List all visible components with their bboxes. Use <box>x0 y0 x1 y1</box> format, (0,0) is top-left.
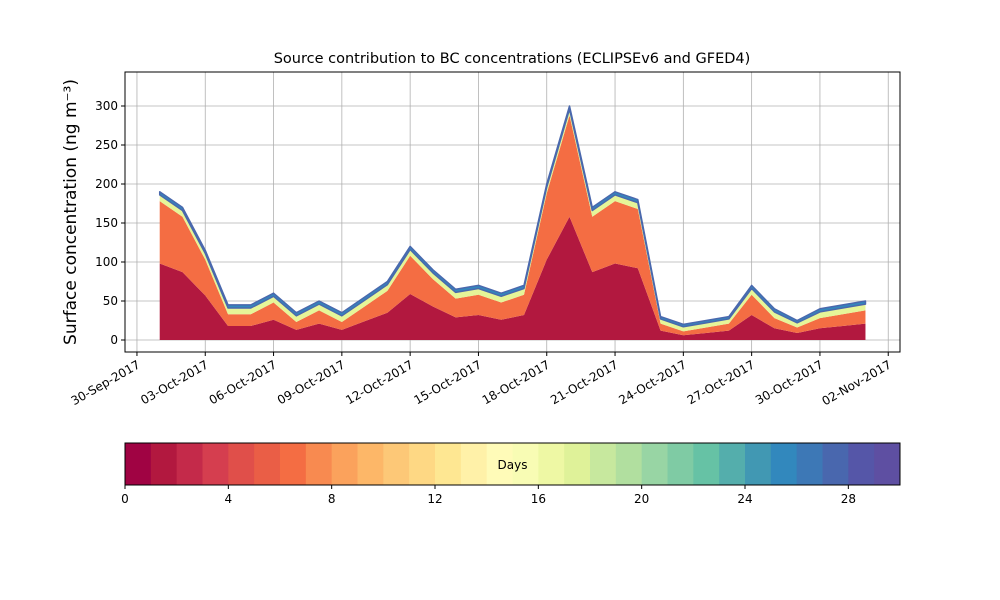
colorbar-cell <box>874 443 901 485</box>
x-tick-label: 27-Oct-2017 <box>685 357 757 407</box>
colorbar-cell <box>667 443 694 485</box>
colorbar-cell <box>822 443 849 485</box>
colorbar-cell <box>125 443 152 485</box>
y-tick-label: 50 <box>103 294 118 308</box>
colorbar-cell <box>357 443 384 485</box>
colorbar-tick-label: 24 <box>737 492 752 506</box>
colorbar-cell <box>615 443 643 485</box>
colorbar-cell <box>280 443 307 485</box>
area-layer <box>159 109 866 332</box>
colorbar-tick-label: 12 <box>427 492 442 506</box>
colorbar-cell <box>538 443 565 485</box>
colorbar-cell <box>228 443 255 485</box>
colorbar-cell <box>693 443 720 485</box>
y-tick-label: 100 <box>95 255 118 269</box>
y-tick-label: 200 <box>95 177 118 191</box>
colorbar-cell <box>331 443 358 485</box>
y-axis-label: Surface concentration (ng m⁻³) <box>61 79 81 345</box>
y-tick-label: 250 <box>95 138 118 152</box>
colorbar-cell <box>305 443 333 485</box>
x-tick-label: 24-Oct-2017 <box>616 357 688 407</box>
colorbar-cell <box>564 443 591 485</box>
colorbar-tick-label: 4 <box>225 492 233 506</box>
colorbar-cell <box>202 443 229 485</box>
colorbar-cell <box>254 443 281 485</box>
colorbar-cell <box>770 443 798 485</box>
colorbar-cell <box>409 443 436 485</box>
x-tick-label: 06-Oct-2017 <box>207 357 279 407</box>
x-tick-label: 30-Oct-2017 <box>753 357 825 407</box>
area-layer <box>159 216 866 340</box>
chart-title: Source contribution to BC concentrations… <box>274 51 751 67</box>
colorbar-cell <box>512 443 539 485</box>
area-layer <box>158 105 867 328</box>
x-tick-label: 15-Oct-2017 <box>412 357 484 407</box>
x-tick-label: 21-Oct-2017 <box>548 357 620 407</box>
colorbar-cell <box>641 443 668 485</box>
colorbar-tick-label: 16 <box>531 492 546 506</box>
x-tick-label: 12-Oct-2017 <box>343 357 415 407</box>
colorbar-cell <box>745 443 772 485</box>
x-tick-label: 09-Oct-2017 <box>275 357 347 407</box>
colorbar-tick-label: 8 <box>328 492 336 506</box>
y-tick-label: 150 <box>95 216 118 230</box>
y-tick-label: 300 <box>95 99 118 113</box>
colorbar-cell <box>796 443 823 485</box>
colorbar-cell <box>176 443 203 485</box>
x-tick-label: 18-Oct-2017 <box>480 357 552 407</box>
colorbar-cell <box>590 443 617 485</box>
colorbar-frame <box>124 442 901 486</box>
colorbar-cell <box>150 443 178 485</box>
colorbar-cell <box>486 443 513 485</box>
x-tick-label: 30-Sep-2017 <box>69 357 143 408</box>
x-tick-label: 03-Oct-2017 <box>138 357 210 407</box>
x-tick-label: 02-Nov-2017 <box>820 357 894 408</box>
colorbar-cell <box>383 443 410 485</box>
colorbar-tick-label: 0 <box>121 492 129 506</box>
colorbar-cell <box>435 443 462 485</box>
colorbar-cell <box>719 443 746 485</box>
colorbar-cell <box>848 443 875 485</box>
colorbar-tick-label: 20 <box>634 492 649 506</box>
colorbar-tick-label: 28 <box>841 492 856 506</box>
colorbar-cell <box>460 443 488 485</box>
y-tick-label: 0 <box>110 333 118 347</box>
colorbar-label: Days <box>498 458 528 472</box>
plot-frame <box>124 71 901 353</box>
